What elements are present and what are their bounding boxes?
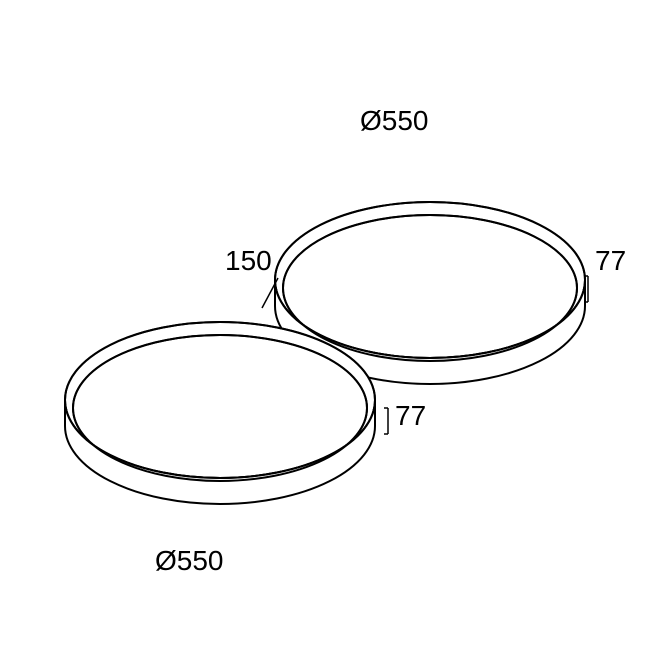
label-connector: 150 (225, 245, 272, 276)
label-disc2-height: 77 (595, 245, 626, 276)
disc-lower-left (65, 322, 375, 504)
label-disc1-height: 77 (395, 400, 426, 431)
label-disc1-diameter: Ø550 (155, 545, 224, 576)
label-disc2-diameter: Ø550 (360, 105, 429, 136)
technical-drawing: Ø550 77 150 77 Ø550 (0, 0, 650, 650)
